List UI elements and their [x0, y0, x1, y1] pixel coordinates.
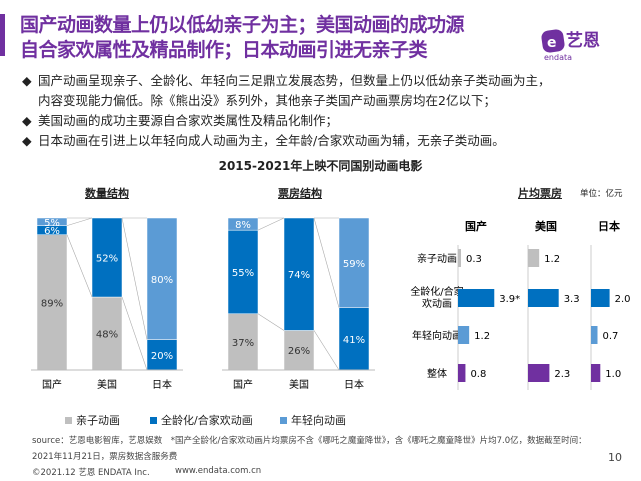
hbar	[591, 364, 601, 382]
connector-line	[257, 217, 285, 231]
data-label: 26%	[288, 346, 310, 357]
column-header: 美国	[535, 219, 557, 233]
hbar	[528, 289, 559, 307]
connector-line	[121, 217, 148, 340]
bullet-2: ◆ 美国动画的成功主要源自合家欢类属性及精品化制作；	[22, 113, 339, 128]
connector-line	[313, 217, 340, 308]
data-label: 6%	[44, 226, 60, 237]
row-label: 全龄化/合家	[410, 285, 463, 298]
connector-line	[66, 234, 93, 298]
data-label: 2.3	[554, 369, 570, 380]
data-label: 37%	[232, 338, 254, 349]
data-label: 1.2	[474, 331, 490, 342]
row-label: 整体	[427, 367, 447, 380]
connector-line	[121, 296, 148, 371]
data-label: 3.9*	[499, 294, 520, 305]
unit-label: 单位：亿元	[580, 189, 623, 199]
category-label: 美国	[289, 378, 309, 391]
data-label: 89%	[41, 298, 63, 309]
hbar	[458, 289, 495, 307]
connector-line	[313, 330, 340, 371]
data-label: 5%	[44, 218, 60, 229]
svg-text:e: e	[547, 35, 557, 51]
legend-item-亲子: 亲子动画	[65, 412, 120, 428]
row-label: 欢动画	[422, 297, 452, 310]
svg-text:endata: endata	[544, 53, 572, 62]
hbar	[458, 249, 461, 267]
category-label: 美国	[97, 378, 117, 391]
hbar	[528, 249, 540, 267]
bullet-1: ◆ 国产动画呈现亲子、全龄化、年轻向三足鼎立发展态势，但数量上仍以低幼亲子类动画为…	[22, 73, 551, 88]
data-label: 2.0	[615, 294, 631, 305]
hbar	[591, 326, 598, 344]
source-note: source：艺恩电影智库，艺恩娱数 *国产全龄化/合家欢动画片均票房不含《哪吒…	[32, 436, 587, 446]
data-label: 3.3	[564, 294, 580, 305]
category-label: 国产	[233, 378, 253, 391]
endata-logo: e 艺恩 endata	[540, 22, 610, 62]
bar-segment	[227, 229, 259, 315]
category-label: 国产	[42, 378, 62, 391]
hbar	[528, 364, 550, 382]
hbar	[591, 289, 610, 307]
page-title-line2: 自合家欢属性及精品制作；日本动画引进无亲子类	[20, 39, 428, 61]
legend-item-年轻: 年轻向动画	[280, 412, 346, 428]
bullet-3: ◆ 日本动画在引进上以年轻向成人动画为主，全年龄/合家欢动画为辅，无亲子类动画。	[22, 133, 505, 148]
copyright: ©2021.12 艺恩 ENDATA Inc.	[32, 468, 150, 478]
connector-line	[66, 217, 93, 226]
column-header: 国产	[465, 219, 487, 233]
data-label: 52%	[96, 254, 118, 265]
column-header: 日本	[598, 219, 620, 233]
bar-segment	[91, 296, 123, 371]
category-label: 日本	[152, 378, 172, 391]
hbar	[458, 326, 470, 344]
title-accent-bar	[0, 14, 5, 56]
bar-segment	[283, 217, 315, 331]
data-label: 74%	[288, 270, 310, 281]
page-title-line1: 国产动画数量上仍以低幼亲子为主；美国动画的成功源	[20, 14, 465, 36]
website: www.endata.com.cn	[175, 466, 262, 476]
subtitle-count: 数量结构	[85, 187, 129, 200]
data-label: 1.0	[605, 369, 621, 380]
data-label: 55%	[232, 268, 254, 279]
bar-segment	[227, 313, 259, 371]
data-label: 48%	[96, 330, 118, 341]
row-label: 年轻向动画	[412, 329, 462, 342]
data-label: 8%	[235, 220, 251, 231]
data-label: 0.8	[470, 369, 486, 380]
subtitle-avg: 片均票房	[518, 187, 562, 200]
data-label: 0.3	[466, 254, 482, 265]
bullet-1-cont: 内容变现能力偏低。除《熊出没》系列外，其他亲子类国产动画票房均在2亿以下；	[38, 93, 496, 108]
svg-text:艺恩: 艺恩	[566, 30, 600, 51]
bar-segment	[227, 217, 259, 231]
bar-segment	[146, 217, 178, 340]
bar-segment	[91, 217, 123, 298]
connector-line	[257, 313, 285, 331]
legend-item-全龄: 全龄化/合家欢动画	[150, 412, 253, 428]
page-number: 10	[608, 451, 622, 464]
category-label: 日本	[344, 378, 364, 391]
data-label: 59%	[343, 259, 365, 270]
bar-segment	[283, 330, 315, 371]
chart-title: 2015-2021年上映不同国别动画电影	[218, 159, 423, 173]
bar-segment	[338, 307, 370, 371]
hbar	[458, 364, 466, 382]
bar-segment	[338, 217, 370, 308]
row-label: 亲子动画	[417, 252, 457, 265]
data-label: 0.7	[603, 331, 619, 342]
data-label: 20%	[151, 351, 173, 362]
data-label: 1.2	[544, 254, 560, 265]
data-label: 80%	[151, 275, 173, 286]
bar-segment	[146, 339, 178, 371]
subtitle-boxoffice: 票房结构	[278, 187, 322, 200]
bar-segment	[36, 217, 68, 226]
source-note-2: 2021年11月21日，票房数据含服务费	[32, 452, 178, 462]
data-label: 41%	[343, 335, 365, 346]
